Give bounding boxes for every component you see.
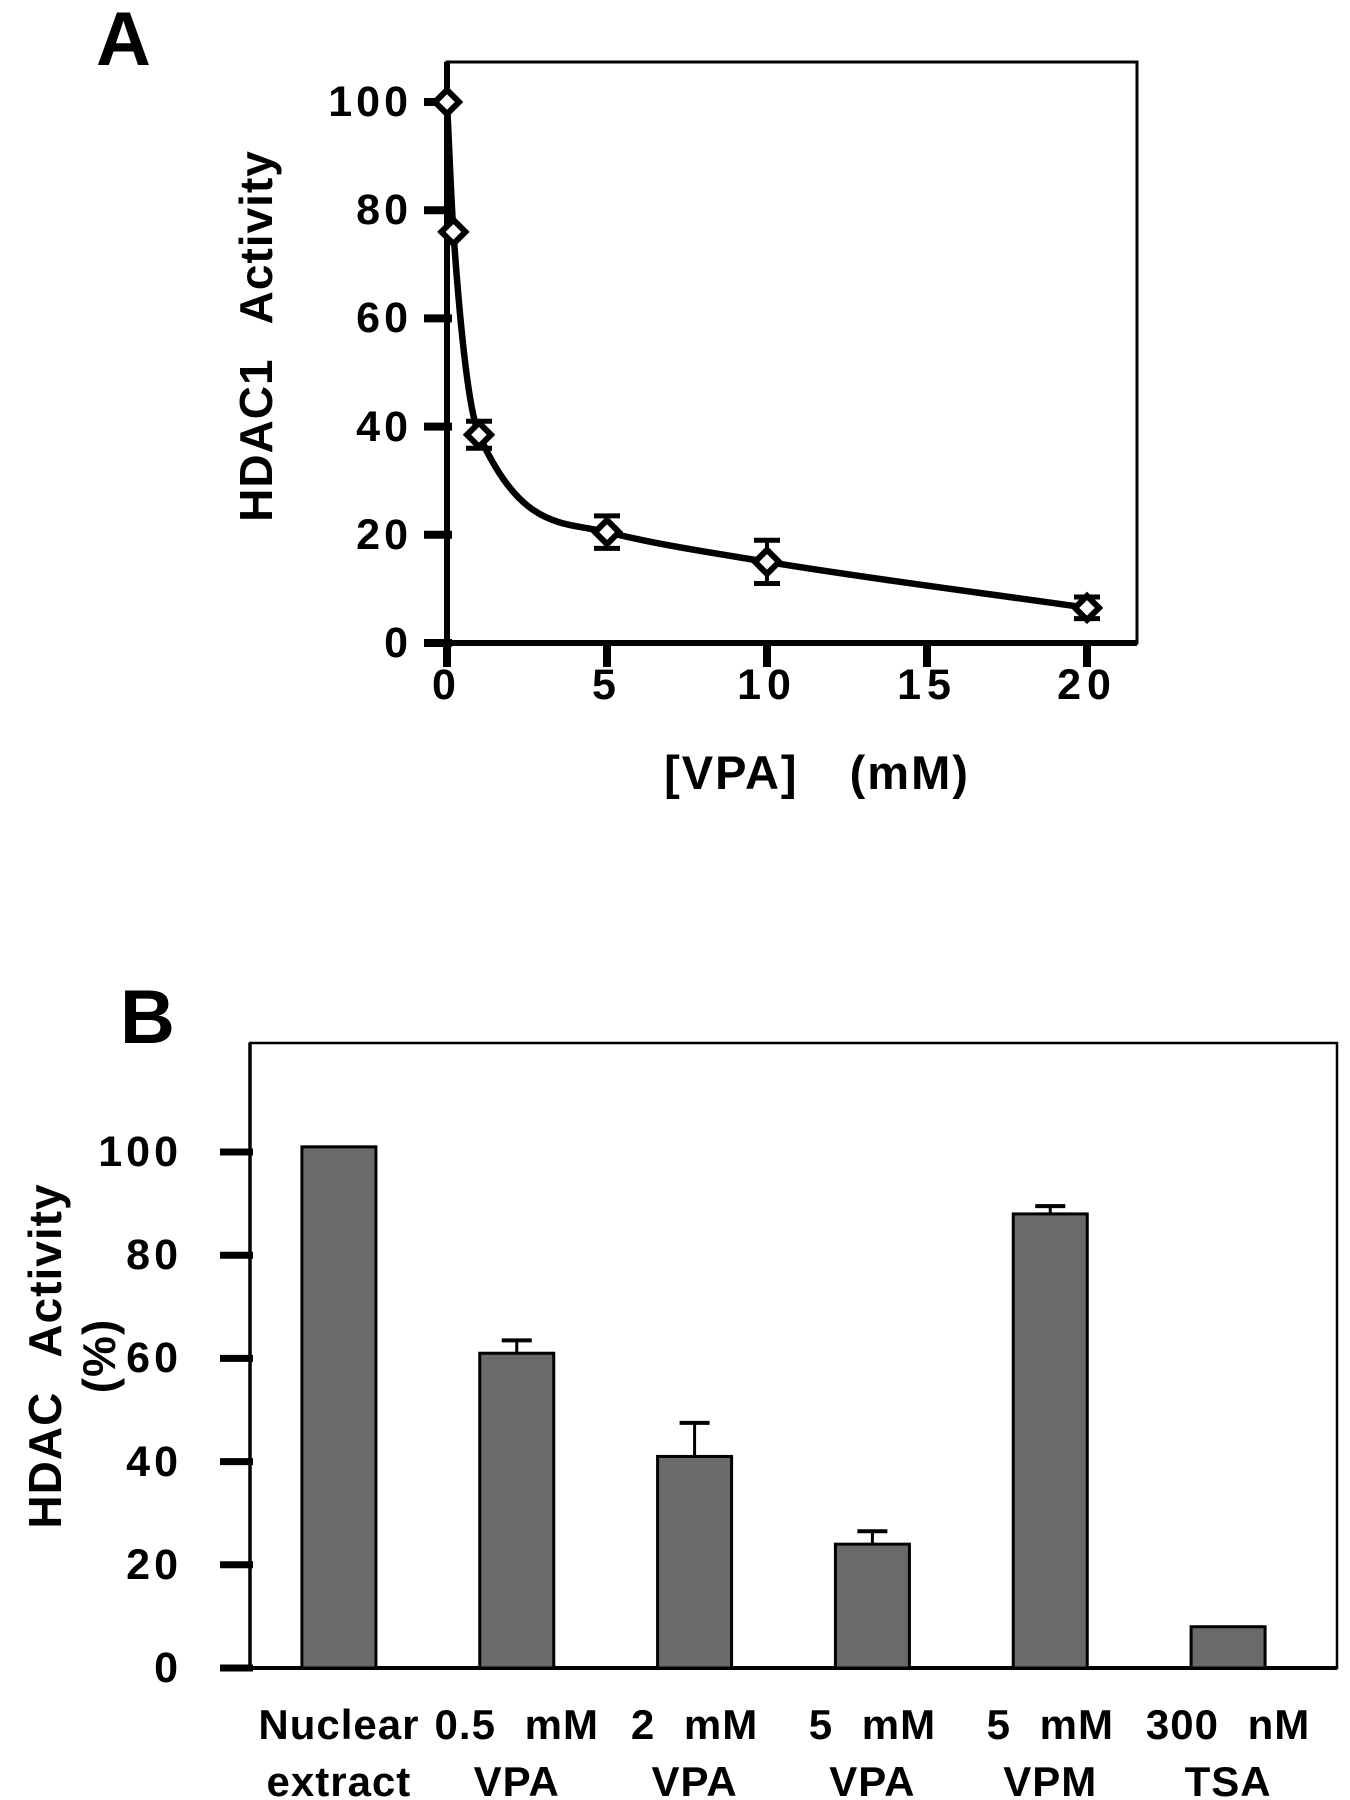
panel-a-data-point-diamond [462, 418, 496, 451]
panel-b-category-label-3: 5 mM VPA [809, 1696, 936, 1800]
panel-b-bar [833, 1542, 911, 1670]
panel-a-data-point-diamond [437, 215, 470, 249]
panel-b-y-tick-label-100: 100 [98, 1128, 182, 1176]
panel-a-data-point-diamond [750, 545, 784, 579]
panel-a-letter: A [96, 0, 152, 82]
panel-b-bar [1189, 1625, 1267, 1670]
panel-a-data-point-diamond [590, 515, 624, 549]
panel-b-category-label-1: 0.5 mM VPA [435, 1696, 599, 1800]
panel-a-data-point-diamond [430, 85, 464, 119]
panel-b-bar [656, 1454, 734, 1670]
panel-b-category-label-2: 2 mM VPA [631, 1696, 758, 1800]
panel-b-category-label-0-line2: extract [266, 1758, 412, 1800]
panel-b-bar [1011, 1212, 1089, 1670]
panel-b-y-tick-label-60: 60 [126, 1334, 182, 1383]
panel-a-curve [443, 98, 1091, 612]
panel-a-y-tick-label-0: 0 [384, 619, 412, 667]
panel-b-category-label-5-line1: 300 nM [1145, 1701, 1311, 1748]
panel-b-bar [300, 1145, 378, 1670]
panel-a-y-tick-label-20: 20 [356, 510, 412, 559]
panel-a-x-tick-label-10: 10 [737, 661, 797, 709]
panel-a-y-tick-label-80: 80 [356, 186, 412, 235]
panel-a-x-tick-label-5: 5 [592, 661, 622, 709]
panel-b-category-label-5-line2: TSA [1184, 1758, 1272, 1800]
panel-a-x-tick-label-0: 0 [432, 661, 462, 709]
panel-b-y-tick-label-20: 20 [126, 1540, 182, 1589]
panel-b-category-label-0-line1: Nuclear [258, 1701, 420, 1748]
panel-b-bar [478, 1351, 556, 1670]
panel-b-category-label-0: Nuclear extract [258, 1696, 419, 1800]
panel-b-y-tick-label-80: 80 [126, 1231, 182, 1280]
panel-a-x-tick-label-20: 20 [1057, 661, 1117, 709]
panel-b-y-tick-label-40: 40 [126, 1437, 182, 1486]
panel-b-category-label-2-line1: 2 mM [630, 1701, 759, 1748]
panel-b-y-tick-label-0: 0 [154, 1644, 182, 1692]
panel-b-category-label-5: 300 nM TSA [1146, 1696, 1310, 1800]
panel-a-y-tick-label-60: 60 [356, 294, 412, 343]
panel-b-frame [248, 1041, 1339, 1670]
panel-a-y-tick-label-100: 100 [328, 78, 412, 126]
panel-b-letter: B [120, 975, 176, 1060]
panel-b-category-label-2-line2: VPA [651, 1758, 738, 1800]
panel-a-x-tick-label-15: 15 [897, 661, 957, 709]
panel-b-category-label-3-line1: 5 mM [808, 1701, 937, 1748]
panel-b-category-label-3-line2: VPA [829, 1758, 916, 1800]
panel-a-y-tick-label-40: 40 [356, 402, 412, 451]
panel-a-x-axis-label: [VPA] (mM) [664, 746, 970, 799]
panel-a-frame [445, 60, 1139, 645]
panel-b-category-label-4-line1: 5 mM [986, 1701, 1114, 1748]
panel-b-category-label-1-line2: VPA [473, 1758, 560, 1800]
panel-b-category-label-4: 5 mM VPM [987, 1696, 1114, 1800]
panel-b-category-label-1-line1: 0.5 mM [434, 1701, 599, 1748]
panel-a-data-point-diamond [1070, 591, 1104, 625]
panel-b-category-label-4-line2: VPM [1003, 1758, 1098, 1800]
panel-a-y-axis-label: HDAC1 Activity [230, 150, 282, 522]
